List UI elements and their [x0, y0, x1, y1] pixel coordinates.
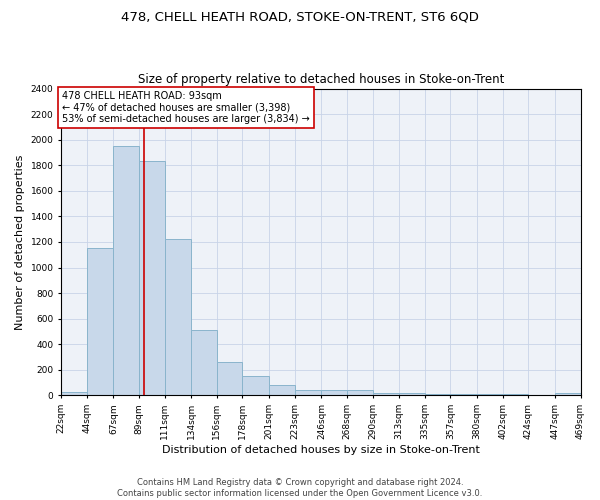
Bar [373, 393, 399, 396]
Bar [322, 390, 347, 396]
Bar [555, 393, 581, 396]
Bar [139, 162, 164, 396]
Bar [528, 395, 555, 396]
Title: Size of property relative to detached houses in Stoke-on-Trent: Size of property relative to detached ho… [137, 73, 504, 86]
Bar [399, 393, 425, 396]
Text: 478 CHELL HEATH ROAD: 93sqm
← 47% of detached houses are smaller (3,398)
53% of : 478 CHELL HEATH ROAD: 93sqm ← 47% of det… [62, 91, 310, 124]
Bar [191, 330, 217, 396]
Bar [217, 362, 242, 396]
Bar [477, 394, 503, 396]
Bar [242, 376, 269, 396]
Text: 478, CHELL HEATH ROAD, STOKE-ON-TRENT, ST6 6QD: 478, CHELL HEATH ROAD, STOKE-ON-TRENT, S… [121, 10, 479, 23]
Y-axis label: Number of detached properties: Number of detached properties [15, 154, 25, 330]
Text: Contains HM Land Registry data © Crown copyright and database right 2024.
Contai: Contains HM Land Registry data © Crown c… [118, 478, 482, 498]
Bar [451, 394, 477, 396]
Bar [164, 240, 191, 396]
Bar [425, 394, 451, 396]
X-axis label: Distribution of detached houses by size in Stoke-on-Trent: Distribution of detached houses by size … [162, 445, 480, 455]
Bar [61, 392, 87, 396]
Bar [503, 394, 528, 396]
Bar [347, 390, 373, 396]
Bar [269, 384, 295, 396]
Bar [295, 390, 322, 396]
Bar [113, 146, 139, 396]
Bar [87, 248, 113, 396]
